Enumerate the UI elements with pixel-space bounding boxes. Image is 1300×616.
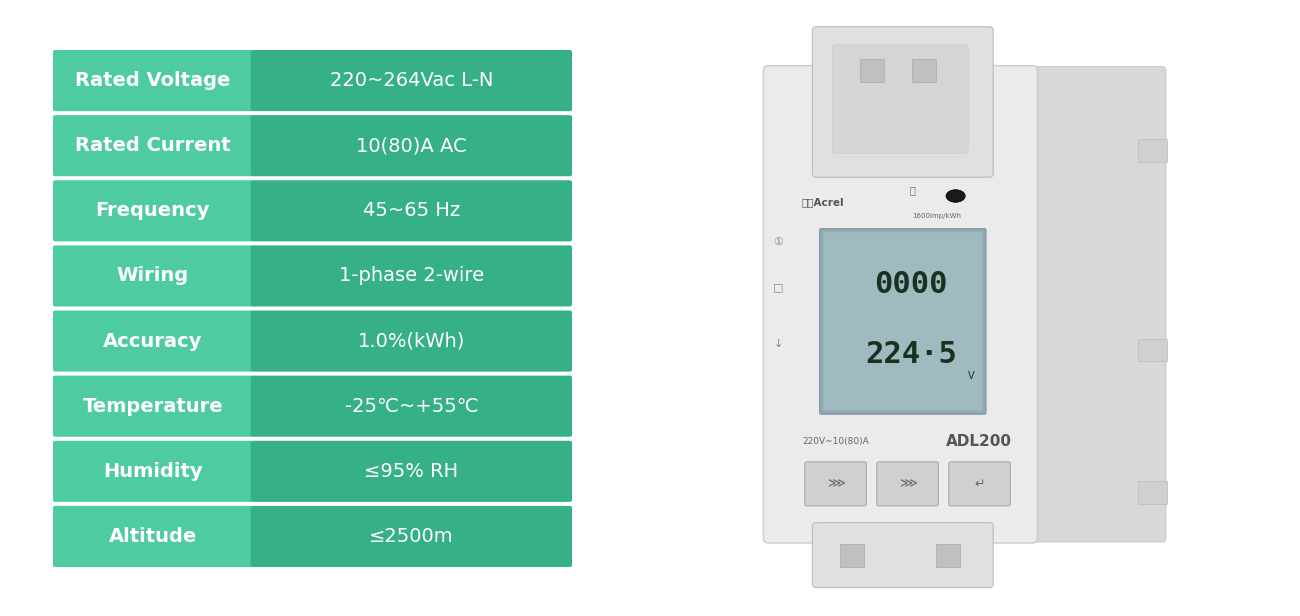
FancyBboxPatch shape <box>820 229 985 414</box>
Bar <box>913 59 936 82</box>
FancyBboxPatch shape <box>949 462 1010 506</box>
FancyBboxPatch shape <box>805 462 866 506</box>
Bar <box>1138 139 1167 162</box>
Text: ⋙: ⋙ <box>827 477 845 490</box>
Text: -25℃~+55℃: -25℃~+55℃ <box>344 397 478 416</box>
Text: Frequency: Frequency <box>96 201 211 221</box>
Text: 45~65 Hz: 45~65 Hz <box>363 201 460 221</box>
Text: Accuracy: Accuracy <box>103 331 203 351</box>
Ellipse shape <box>946 190 965 202</box>
FancyBboxPatch shape <box>251 310 572 371</box>
Bar <box>1138 339 1167 362</box>
Text: ⏱: ⏱ <box>910 185 915 195</box>
FancyBboxPatch shape <box>251 376 572 437</box>
FancyBboxPatch shape <box>251 441 572 502</box>
FancyBboxPatch shape <box>251 245 572 307</box>
Bar <box>1138 481 1167 504</box>
FancyBboxPatch shape <box>53 245 252 307</box>
Text: Altitude: Altitude <box>109 527 198 546</box>
FancyBboxPatch shape <box>763 65 1037 543</box>
Text: Rated Current: Rated Current <box>75 136 230 155</box>
Bar <box>936 544 961 567</box>
FancyBboxPatch shape <box>251 180 572 241</box>
FancyBboxPatch shape <box>53 115 252 176</box>
Bar <box>859 59 884 82</box>
FancyBboxPatch shape <box>53 180 252 241</box>
FancyBboxPatch shape <box>53 441 252 502</box>
Text: 1.0%(kWh): 1.0%(kWh) <box>358 331 465 351</box>
Text: ≤2500m: ≤2500m <box>369 527 454 546</box>
Text: ADL200: ADL200 <box>946 434 1011 448</box>
Text: ↵: ↵ <box>975 477 985 490</box>
Text: 1600imp/kWh: 1600imp/kWh <box>911 213 961 219</box>
Text: Humidity: Humidity <box>103 462 203 481</box>
Text: 10(80)A AC: 10(80)A AC <box>356 136 467 155</box>
FancyBboxPatch shape <box>823 232 983 411</box>
Text: ≤95% RH: ≤95% RH <box>364 462 459 481</box>
FancyBboxPatch shape <box>53 376 252 437</box>
Text: Rated Voltage: Rated Voltage <box>75 71 230 90</box>
Text: 1-phase 2-wire: 1-phase 2-wire <box>339 267 484 285</box>
FancyBboxPatch shape <box>876 462 939 506</box>
Text: Wiring: Wiring <box>117 267 188 285</box>
Text: V: V <box>968 371 975 381</box>
Text: ↓: ↓ <box>774 339 783 349</box>
Text: ⋙: ⋙ <box>898 477 916 490</box>
Text: 220~264Vac L-N: 220~264Vac L-N <box>330 71 493 90</box>
Text: 224·5: 224·5 <box>864 340 957 369</box>
Text: □: □ <box>772 282 783 292</box>
FancyBboxPatch shape <box>812 26 993 177</box>
FancyBboxPatch shape <box>251 506 572 567</box>
Text: 安科Acrel: 安科Acrel <box>802 197 845 207</box>
FancyBboxPatch shape <box>53 506 252 567</box>
Text: Temperature: Temperature <box>82 397 224 416</box>
FancyBboxPatch shape <box>251 50 572 111</box>
Text: ①: ① <box>774 237 783 246</box>
FancyBboxPatch shape <box>832 45 968 153</box>
FancyBboxPatch shape <box>812 522 993 588</box>
Bar <box>840 544 865 567</box>
FancyBboxPatch shape <box>53 310 252 371</box>
Text: 0000: 0000 <box>874 270 948 299</box>
FancyBboxPatch shape <box>251 115 572 176</box>
Text: 220V~10(80)A: 220V~10(80)A <box>802 437 868 445</box>
FancyBboxPatch shape <box>53 50 252 111</box>
FancyBboxPatch shape <box>1023 67 1166 542</box>
